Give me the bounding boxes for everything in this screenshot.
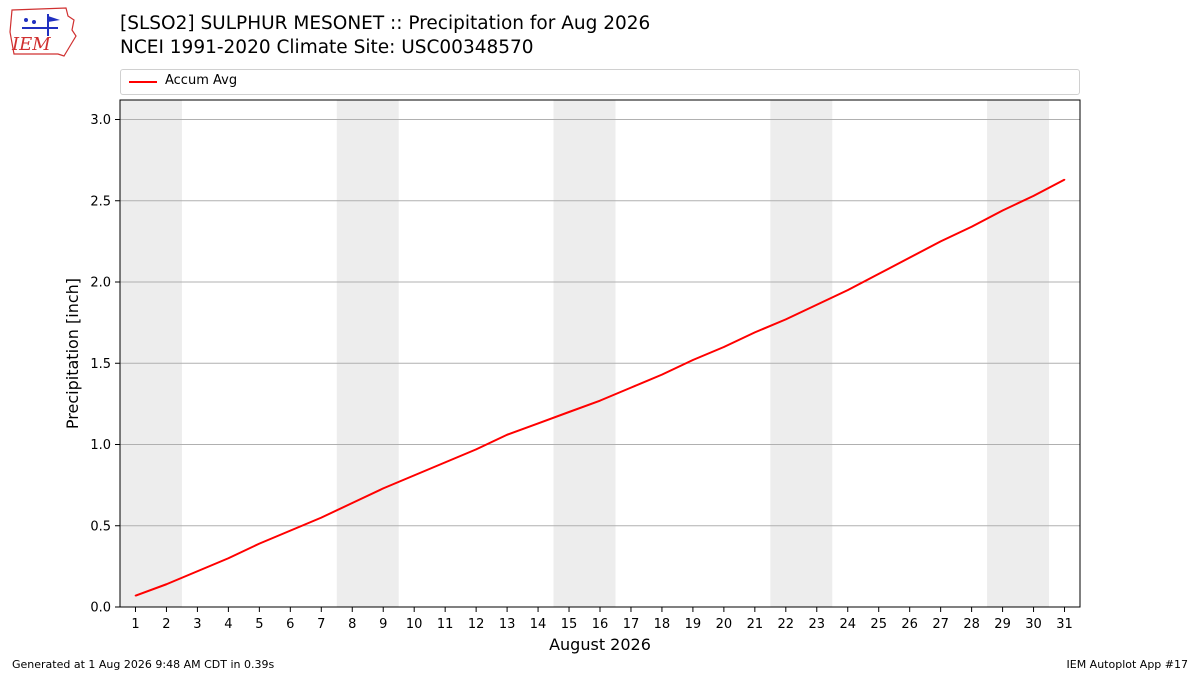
series-0-point-30 — [1063, 178, 1066, 181]
series-0-point-19 — [723, 346, 725, 348]
y-tick-label-0: 0.0 — [90, 601, 111, 616]
x-tick-label-4: 5 — [255, 617, 263, 632]
series-0-point-0 — [134, 594, 137, 597]
series-0-point-5 — [289, 529, 292, 532]
iem-logo — [8, 6, 80, 58]
y-tick-label-6: 3.0 — [90, 113, 111, 128]
series-0-point-3 — [227, 557, 230, 560]
chart-title-line2: NCEI 1991-2020 Climate Site: USC00348570 — [120, 37, 534, 58]
weekend-band-0 — [120, 100, 182, 607]
series-0-point-17 — [661, 373, 663, 376]
x-tick-label-9: 10 — [406, 617, 423, 632]
series-0-point-6 — [320, 516, 323, 519]
series-0-point-18 — [692, 359, 694, 361]
series-0-point-15 — [599, 399, 601, 402]
legend-label: Accum Avg — [165, 73, 238, 88]
x-tick-label-21: 22 — [778, 617, 795, 632]
series-0-point-13 — [537, 422, 539, 425]
chart-legend: Accum Avg — [120, 69, 1080, 95]
x-tick-label-29: 30 — [1025, 617, 1042, 632]
series-0-point-9 — [413, 474, 415, 477]
series-0-point-16 — [630, 386, 632, 389]
series-0-point-8 — [382, 487, 385, 490]
x-tick-label-5: 6 — [286, 617, 294, 632]
x-tick-label-24: 25 — [870, 617, 887, 632]
series-0-point-29 — [1032, 195, 1035, 197]
plot-frame — [119, 99, 1081, 608]
y-tick-label-4: 2.0 — [90, 276, 111, 291]
series-0-point-1 — [165, 583, 168, 586]
x-tick-label-26: 27 — [932, 617, 949, 632]
x-tick-label-3: 4 — [224, 617, 232, 632]
footer-generated: Generated at 1 Aug 2026 9:48 AM CDT in 0… — [12, 658, 275, 671]
x-tick-label-7: 8 — [348, 617, 356, 632]
series-0-point-20 — [754, 331, 756, 334]
x-axis-label: August 2026 — [549, 635, 651, 654]
y-tick-label-5: 2.5 — [90, 194, 111, 209]
x-tick-label-14: 15 — [561, 617, 578, 632]
legend-line-swatch — [129, 81, 157, 83]
y-axis-label: Precipitation [inch] — [63, 278, 82, 429]
chart-title: [SLSO2] SULPHUR MESONET :: Precipitation… — [120, 12, 650, 60]
series-0-point-23 — [846, 289, 849, 291]
series-0-point-21 — [785, 318, 787, 321]
x-tick-label-2: 3 — [193, 617, 201, 632]
y-tick-label-1: 0.5 — [90, 519, 111, 534]
x-tick-label-22: 23 — [809, 617, 826, 632]
x-tick-label-19: 20 — [716, 617, 733, 632]
x-tick-label-0: 1 — [131, 617, 139, 632]
x-tick-label-12: 13 — [499, 617, 516, 632]
x-tick-label-28: 29 — [994, 617, 1011, 632]
series-0-point-27 — [970, 225, 973, 228]
iem-logo-text: IEM — [12, 34, 51, 55]
x-tick-label-30: 31 — [1056, 617, 1073, 632]
x-tick-label-18: 19 — [685, 617, 702, 632]
weekend-band-2 — [553, 100, 616, 607]
x-tick-label-8: 9 — [379, 617, 387, 632]
x-tick-label-20: 21 — [747, 617, 764, 632]
footer-app-label: IEM Autoplot App #17 — [1066, 658, 1189, 671]
series-0-point-7 — [351, 502, 354, 504]
series-0-point-14 — [568, 411, 570, 413]
x-tick-label-17: 18 — [654, 617, 671, 632]
x-tick-label-11: 12 — [468, 617, 485, 632]
x-tick-label-23: 24 — [839, 617, 856, 632]
series-0-point-28 — [1001, 209, 1004, 212]
x-tick-label-25: 26 — [901, 617, 918, 632]
series-0-point-25 — [908, 256, 911, 259]
series-0-point-10 — [444, 461, 446, 464]
series-0-point-24 — [877, 273, 880, 275]
y-tick-label-3: 1.5 — [90, 357, 111, 372]
series-0-point-12 — [506, 433, 508, 436]
weekend-band-4 — [987, 100, 1050, 607]
series-0-point-22 — [815, 303, 818, 306]
series-0-point-26 — [939, 240, 942, 243]
series-0-point-4 — [258, 542, 261, 545]
x-tick-label-1: 2 — [162, 617, 170, 632]
x-tick-label-10: 11 — [437, 617, 454, 632]
series-0-point-11 — [475, 448, 477, 451]
weekend-band-1 — [336, 100, 399, 607]
weekend-band-3 — [770, 100, 833, 607]
x-tick-label-6: 7 — [317, 617, 325, 632]
x-tick-label-27: 28 — [963, 617, 980, 632]
y-tick-label-2: 1.0 — [90, 438, 111, 453]
x-tick-label-13: 14 — [530, 617, 547, 632]
iem-logo-graphic — [9, 7, 77, 57]
x-tick-label-16: 17 — [623, 617, 640, 632]
x-tick-label-15: 16 — [592, 617, 609, 632]
series-0-point-2 — [196, 570, 199, 573]
chart-title-line1: [SLSO2] SULPHUR MESONET :: Precipitation… — [120, 13, 651, 34]
